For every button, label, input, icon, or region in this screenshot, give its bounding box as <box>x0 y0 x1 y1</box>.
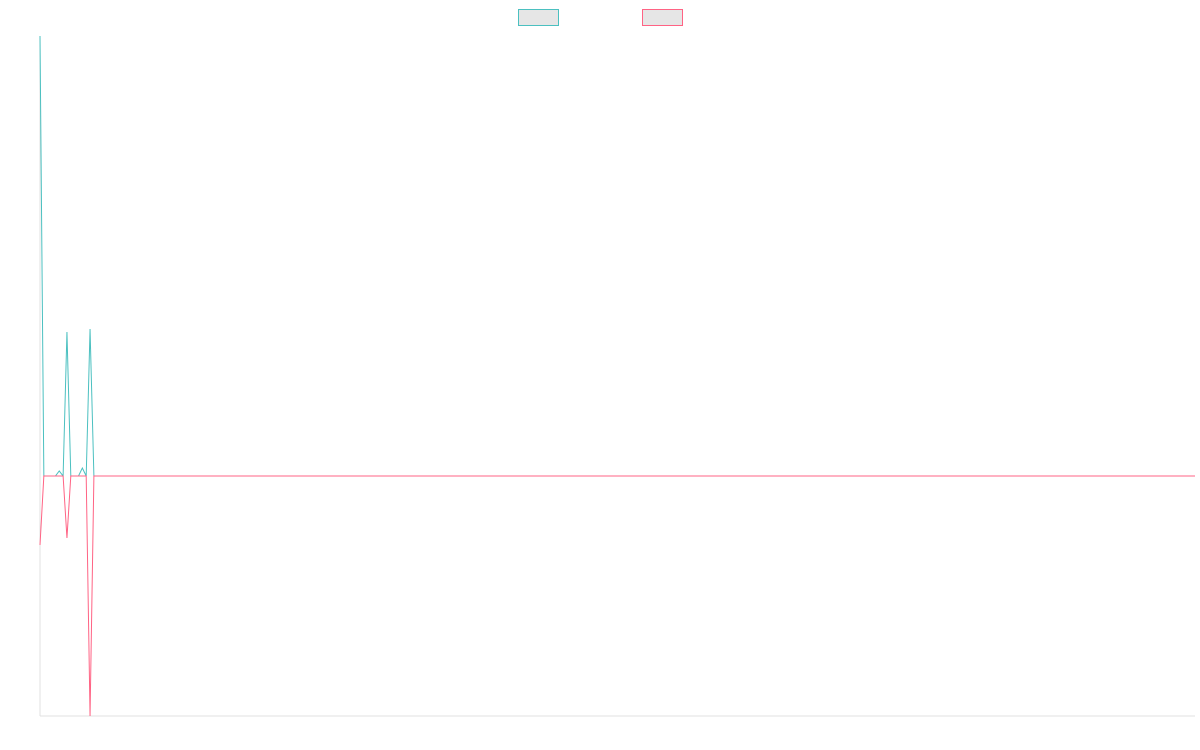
series-line <box>39 35 1195 478</box>
legend-swatch <box>518 9 559 26</box>
series-line <box>39 475 1195 717</box>
legend-swatch <box>642 9 683 26</box>
